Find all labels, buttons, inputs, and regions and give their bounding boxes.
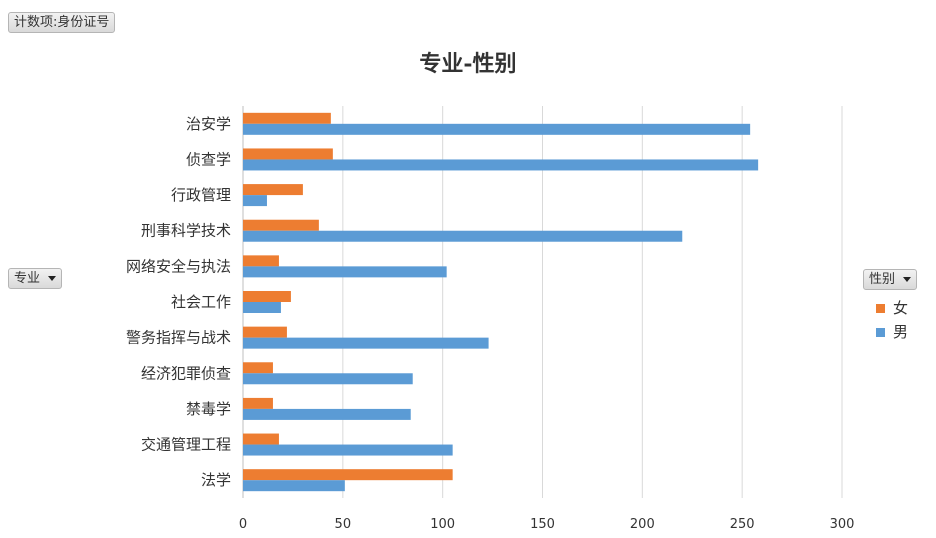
category-label: 治安学	[186, 115, 231, 133]
bar	[243, 255, 279, 267]
bar	[243, 219, 319, 231]
category-label: 行政管理	[171, 186, 231, 204]
bar	[243, 469, 453, 481]
bar	[243, 123, 751, 135]
category-label: 警务指挥与战术	[126, 329, 231, 347]
value-field-button[interactable]: 计数项:身份证号	[8, 12, 116, 33]
x-tick-label: 100	[430, 517, 455, 532]
bar	[243, 326, 287, 338]
x-tick-label: 250	[730, 517, 755, 532]
legend-item: 女	[876, 296, 908, 320]
x-tick-label: 150	[530, 517, 555, 532]
x-tick-label: 0	[239, 517, 247, 532]
category-label: 法学	[201, 471, 231, 489]
category-field-button[interactable]: 专业	[8, 268, 63, 289]
bar	[243, 291, 291, 302]
bar	[243, 159, 759, 171]
x-tick-label: 200	[630, 517, 655, 532]
legend-item: 男	[876, 320, 908, 344]
bar	[243, 362, 273, 374]
legend-label: 男	[893, 323, 909, 341]
bar	[243, 337, 489, 349]
category-label: 社会工作	[171, 293, 231, 311]
bar	[243, 444, 453, 456]
bar	[243, 230, 683, 242]
bar	[243, 148, 333, 160]
bar	[243, 302, 281, 313]
bar	[243, 397, 273, 409]
bar	[243, 184, 303, 196]
bar	[243, 480, 345, 492]
bar	[243, 112, 331, 124]
bar	[243, 373, 413, 385]
x-tick-label: 300	[830, 517, 855, 532]
legend-swatch	[876, 304, 885, 313]
category-field-label: 专业	[14, 271, 41, 286]
legend: 女男	[876, 296, 908, 344]
x-tick-label: 50	[335, 517, 352, 532]
dropdown-arrow-icon[interactable]	[903, 277, 912, 282]
bar	[243, 266, 447, 278]
dropdown-arrow-icon[interactable]	[48, 276, 57, 281]
category-label: 交通管理工程	[141, 436, 231, 454]
bar	[243, 408, 411, 420]
category-label: 刑事科学技术	[141, 222, 231, 240]
bar	[243, 195, 267, 207]
series-field-button[interactable]: 性别	[863, 269, 918, 290]
bar	[243, 433, 279, 445]
category-label: 侦查学	[186, 150, 231, 168]
series-field-label: 性别	[869, 272, 896, 287]
chart-title: 专业-性别	[419, 51, 517, 77]
category-label: 网络安全与执法	[126, 257, 231, 275]
legend-label: 女	[893, 299, 909, 317]
category-label: 经济犯罪侦查	[141, 364, 231, 382]
value-field-label: 计数项:身份证号	[14, 15, 110, 30]
legend-swatch	[876, 328, 885, 337]
category-label: 禁毒学	[186, 400, 231, 418]
